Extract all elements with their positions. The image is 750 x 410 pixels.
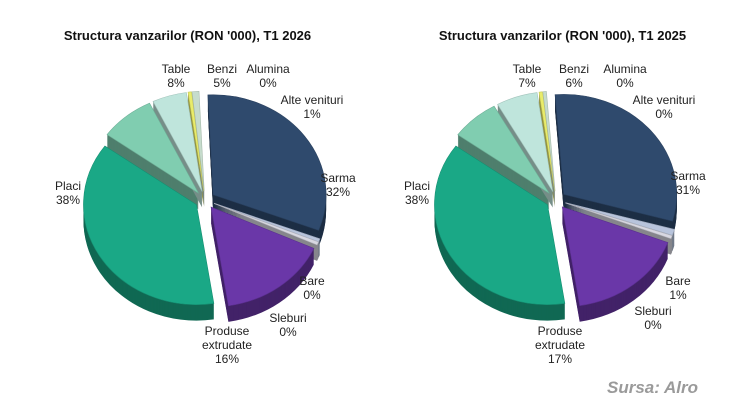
slice-label-sarma: Sarma 31% [670,169,706,197]
slice-value-bare: 0% [303,288,321,302]
slice-label-sleburi: Sleburi 0% [634,304,671,332]
slice-value-table: 7% [518,76,536,90]
slice-benzi [497,92,554,192]
slice-value-alumina: 0% [616,76,634,90]
slice-value-produse-extrudate: 17% [548,352,572,366]
slice-label-alumina: Alumina 0% [246,62,290,90]
slice-value-sarma: 32% [326,185,350,199]
slice-name-bare: Bare [299,274,325,288]
slice-value-sleburi: 0% [644,318,662,332]
slice-label-alte-venituri: Alte venituri 0% [633,93,696,121]
slice-side-sleburi [565,205,673,241]
slice-name-benzi: Benzi [207,62,237,76]
slice-value-benzi: 5% [213,76,231,90]
slice-name-placi: Placi [404,179,430,193]
slice-name-table: Table [513,62,542,76]
slice-value-alte-venituri: 1% [303,107,321,121]
slice-label-bare: Bare 0% [299,274,325,302]
slice-label-sarma: Sarma 32% [320,171,356,199]
slice-placi [83,145,215,305]
slice-label-bare: Bare 1% [665,274,691,302]
slice-name-alte-venituri: Alte venituri [633,93,696,107]
slice-label-table: Table 8% [162,62,191,90]
slice-side-alumina [188,98,204,199]
slice-label-alte-venituri: Alte venituri 1% [281,93,344,121]
slice-produse-extrudate [561,206,669,307]
slice-produse-extrudate [210,206,315,307]
slice-benzi [152,92,203,192]
source-note: Sursa: Alro [606,378,698,397]
slice-label-alumina: Alumina 0% [603,62,647,90]
slice-alumina [187,91,205,192]
pie-chart-2025: Structura vanzarilor (RON '000), T1 2025… [375,0,750,380]
pie-2025-plot: Alumina 0%Alte venituri 0%Sarma 31%Bare 1%Sl… [404,62,706,366]
slice-label-placi: Placi 38% [404,179,430,207]
chart-title: Structura vanzarilor (RON '000), T1 2026 [63,28,312,43]
slice-side-sleburi [214,204,319,246]
slice-name-alte-venituri: Alte venituri [281,93,344,107]
slice-side-sleburi [214,205,319,247]
slice-value-placi: 38% [405,193,429,207]
slice-value-bare: 1% [669,288,687,302]
slice-name-sarma: Sarma [320,171,356,185]
pie-top-layer [434,91,677,307]
slice-label-produse-extrudate: Produse extrudate 16% [202,324,252,366]
slice-value-alte-venituri: 0% [655,107,673,121]
slice-name-produse-extrudate: Produse [205,324,250,338]
slice-value-sarma: 31% [676,183,700,197]
slice-name-produse-extrudate: extrudate [202,338,252,352]
slice-side-sleburi [565,207,673,243]
slice-side-alumina [188,99,204,200]
slice-label-sleburi: Sleburi 0% [269,311,306,339]
slice-value-table: 8% [167,76,185,90]
slice-name-table: Table [162,62,191,76]
slice-name-bare: Bare [665,274,691,288]
slice-sleburi [214,203,319,246]
slice-name-benzi: Benzi [559,62,589,76]
slice-value-alumina: 0% [259,76,277,90]
slice-label-placi: Placi 38% [55,179,81,207]
pie-chart-2026: Structura vanzarilor (RON '000), T1 2026… [0,0,375,380]
slice-bare [565,202,675,236]
slice-name-alumina: Alumina [246,62,290,76]
slice-alumina [538,91,556,192]
slice-side-alumina [539,98,555,199]
slice-label-benzi: Benzi 5% [207,62,237,90]
slice-placi [434,145,566,305]
pie-2026-plot: Alumina 0%Alte venituri 1%Sarma 32%Bare 0%Sl… [55,62,356,366]
slice-table [457,105,550,194]
slice-name-sarma: Sarma [670,169,706,183]
slice-side-sleburi [214,206,319,248]
slice-side-sleburi [214,207,319,249]
slice-table [106,102,199,194]
slice-sarma [207,94,327,231]
slice-side-alumina [539,99,555,200]
slice-side-sleburi [565,204,673,240]
slice-label-benzi: Benzi 6% [559,62,589,90]
slice-label-table: Table 7% [513,62,542,90]
slice-alte-venituri [191,90,205,192]
slice-name-produse-extrudate: extrudate [535,338,585,352]
slice-name-alumina: Alumina [603,62,647,76]
slice-side-alumina [539,101,555,202]
slice-side-alumina [539,100,555,201]
slice-side-alumina [188,97,204,198]
pie-top-layer [83,90,327,307]
slice-alte-venituri [542,91,556,192]
slice-value-placi: 38% [56,193,80,207]
chart-title: Structura vanzarilor (RON '000), T1 2025 [438,28,687,43]
slice-name-produse-extrudate: Produse [538,324,583,338]
slice-name-placi: Placi [55,179,81,193]
slice-sarma [554,94,677,222]
slice-side-sleburi [565,206,673,242]
slice-label-produse-extrudate: Produse extrudate 17% [535,324,585,366]
slice-value-sleburi: 0% [279,325,297,339]
slice-sleburi [565,202,673,240]
slice-name-sleburi: Sleburi [634,304,671,318]
slice-name-sleburi: Sleburi [269,311,306,325]
slice-value-benzi: 6% [565,76,583,90]
slice-value-produse-extrudate: 16% [215,352,239,366]
